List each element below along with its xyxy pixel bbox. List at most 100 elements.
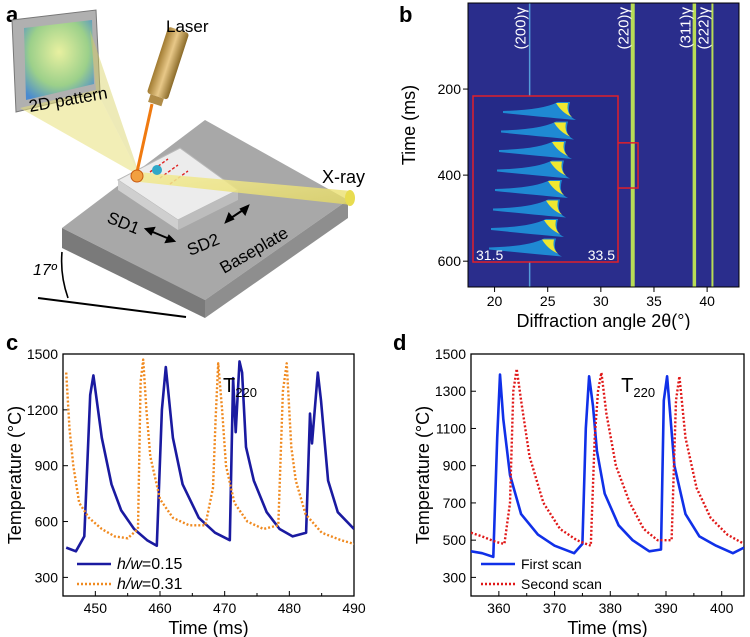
inset-band-glow [491,219,564,237]
y-tick-label: 300 [35,569,59,585]
x-tick-label: 30 [593,293,609,309]
inset-band-core [556,103,572,117]
y-axis-label: Time (ms) [399,85,419,165]
legend-label-0: First scan [521,556,582,572]
x-tick-label: 380 [599,600,623,616]
y-axis-label: Temperature (°C) [413,406,433,544]
inset-band-glow [501,121,574,140]
plot-frame [470,353,745,597]
inset-band-core [550,161,566,176]
y-tick-label: 1300 [435,383,466,399]
inset-band-glow [489,238,562,257]
plot-frame [467,2,740,288]
inset-band-core [552,142,568,156]
x-tick-label: 470 [213,600,237,616]
annotation-main: T [621,375,633,397]
laser-label: Laser [166,17,209,36]
legend-label-1: h/w=0.31 [117,576,182,593]
annotation-sub: 220 [235,385,257,400]
x-tick-label: 40 [699,293,715,309]
y-tick-label: 300 [443,569,467,585]
inset-band-core [544,220,560,234]
legend-label-0: h/w=0.15 [117,556,182,573]
x-axis-label: Diffraction angle 2θ(°) [517,311,691,330]
panel-c-chart: c 450 460 470 480 490 300 600 900 1200 1500 Time (… [5,330,366,637]
y-tick-label: 1500 [27,346,58,362]
y-tick-label: 1200 [27,402,58,418]
x-axis-label: Time (ms) [168,618,248,637]
legend-italic: h/w [117,556,143,573]
y-tick-label: 1500 [435,346,466,362]
panel-label-d: d [393,330,406,355]
x-tick-label: 390 [654,600,678,616]
y-tick-label: 200 [438,81,462,97]
series-line-1 [471,367,744,547]
x-tick-label: 35 [646,293,662,309]
laser-head [147,27,189,107]
y-tick-label: 600 [35,514,59,530]
ground-line [37,297,187,318]
x-axis-label: Time (ms) [567,618,647,637]
series-line-0 [65,360,354,553]
y-tick-label: 1100 [436,420,466,436]
x-tick-label: 480 [278,600,302,616]
diffraction-cone [20,90,140,176]
panel-a-schematic: a Laser 2D pattern X-ray SD1 SD [6,2,365,318]
x-tick-label: 400 [710,600,734,616]
peak-label-1: (220)γ [616,7,633,50]
annotation-main: T [223,375,235,397]
panel-label-c: c [6,330,18,355]
y-tick-label: 400 [438,167,462,183]
series-line-1 [65,358,354,546]
inset-band-glow [493,199,566,218]
x-tick-label: 360 [487,600,511,616]
legend-value: =0.15 [142,556,183,573]
inset-band-glow [497,160,570,179]
xray-spot [152,165,162,175]
legend-italic: h/w [117,576,143,593]
legend-value: =0.31 [142,576,183,593]
xray-beam [138,172,352,205]
annotation-label: T220 [223,375,257,400]
peak-label-3: (222)γ [695,7,712,50]
inset-band-core [542,239,558,254]
annotation-label: T220 [621,375,655,400]
inset-max-label: 33.5 [588,247,615,263]
inset-min-label: 31.5 [476,247,503,263]
sd1-arrow [143,226,177,244]
y-tick-label: 900 [443,458,467,474]
baseplate-side [205,200,348,318]
inset-band-glow [495,180,568,198]
angle-label: 17º [33,262,58,279]
x-tick-label: 450 [84,600,108,616]
inset-band-glow [503,102,576,120]
inset-box [472,95,619,263]
y-axis-label: Temperature (°C) [5,406,25,544]
x-tick-label: 370 [543,600,567,616]
x-tick-label: 490 [342,600,366,616]
x-tick-label: 20 [487,293,503,309]
sd2-arrow [224,204,250,224]
legend-label-1: Second scan [521,576,602,592]
inset-band-core [548,181,564,195]
plot-frame [62,353,355,597]
x-tick-label: 460 [148,600,172,616]
baseplate-front [62,228,205,318]
peak-label-2: (311)γ [677,7,694,49]
angle-arc [60,251,69,299]
y-tick-label: 700 [443,495,467,511]
inset-band-core [554,122,570,137]
sample-side [178,190,238,230]
xray-label: X-ray [322,167,365,187]
annotation-sub: 220 [633,385,655,400]
x-tick-label: 25 [540,293,556,309]
laser-beam [135,103,154,173]
panel-d-chart: d 360 370 380 390 400 300 500 700 900 1100 1300 150… [393,330,745,637]
detector-pattern [24,20,94,100]
inset-band-core [546,200,562,215]
inset-band-glow [499,141,572,159]
melt-pool [130,169,144,183]
y-tick-label: 600 [438,253,462,269]
peak-label-0: (200)γ [513,7,530,50]
y-tick-label: 900 [35,458,59,474]
